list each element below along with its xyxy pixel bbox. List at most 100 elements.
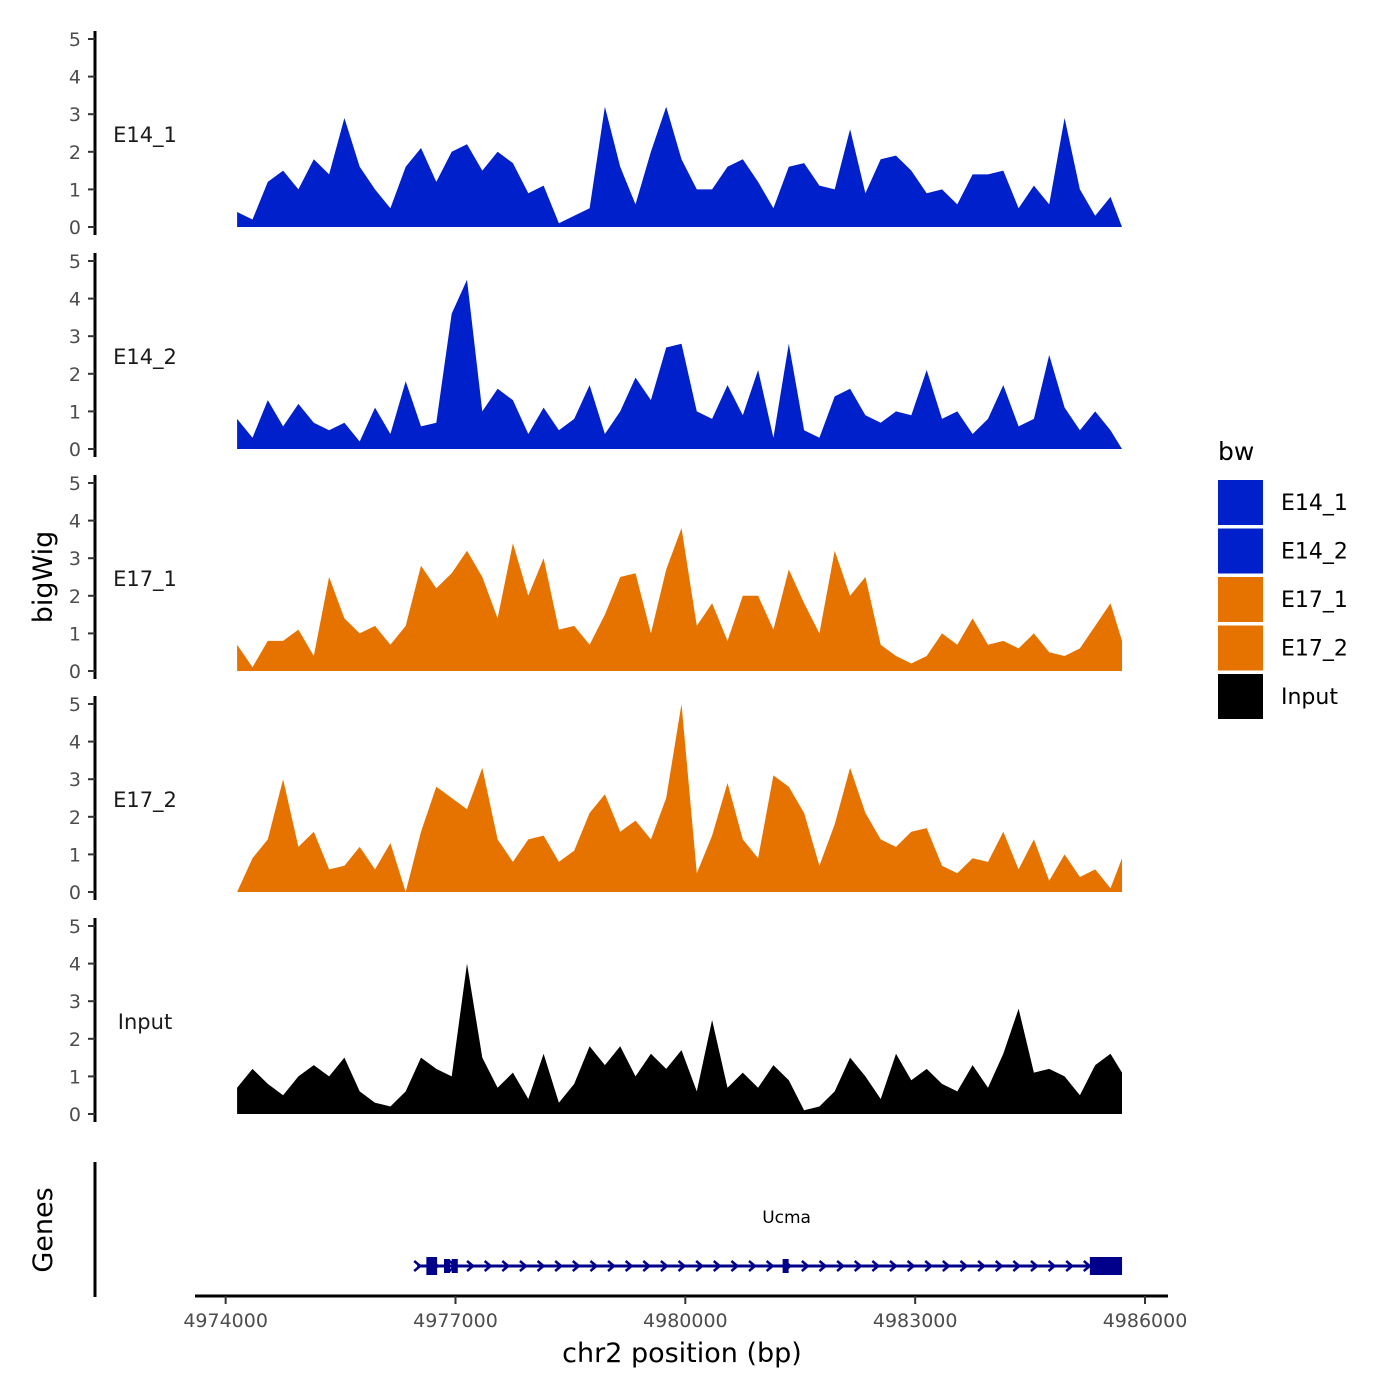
strand-arrow	[853, 1260, 863, 1272]
y-tick-label: 4	[69, 511, 81, 533]
y-tick-label: 0	[69, 661, 81, 683]
strand-arrow	[871, 1260, 881, 1272]
y-tick-label: 3	[69, 548, 81, 570]
y-tick-label: 0	[69, 217, 81, 239]
strand-arrow	[906, 1260, 916, 1272]
strand-arrow	[536, 1260, 546, 1272]
legend-key-Input	[1218, 674, 1263, 719]
strand-arrow	[836, 1260, 846, 1272]
coverage-area-E14_2	[237, 279, 1123, 449]
strand-arrow	[695, 1260, 705, 1272]
x-tick-label: 4980000	[643, 1310, 728, 1332]
strand-arrow	[571, 1260, 581, 1272]
legend-label-E14_1: E14_1	[1281, 491, 1348, 516]
strand-arrow	[818, 1260, 828, 1272]
strand-arrow	[1012, 1260, 1022, 1272]
legend-key-E17_2	[1218, 625, 1263, 671]
strand-arrow	[589, 1260, 599, 1272]
y-tick-label: 3	[69, 104, 81, 126]
strand-arrow	[660, 1260, 669, 1272]
strand-arrow	[1030, 1260, 1039, 1272]
y-tick-label: 4	[69, 732, 81, 754]
strand-arrow	[607, 1260, 616, 1272]
strand-arrow	[712, 1260, 722, 1272]
strand-arrow	[889, 1260, 898, 1272]
y-tick-label: 4	[69, 289, 81, 311]
y-tick-label: 2	[69, 1029, 81, 1051]
x-tick-label: 4986000	[1103, 1310, 1188, 1332]
y-tick-label: 1	[69, 623, 81, 645]
track-panel-E17_1: 0 1 2 3 4 5 E17_1	[69, 473, 1123, 683]
y-tick-label: 1	[69, 401, 81, 423]
strand-arrow	[501, 1260, 511, 1272]
y-tick-label: 2	[69, 364, 81, 386]
strand-arrow	[483, 1260, 493, 1272]
coverage-area-Input	[237, 963, 1123, 1114]
strand-arrow	[642, 1260, 652, 1272]
x-tick-label: 4983000	[873, 1310, 958, 1332]
strand-arrow	[730, 1260, 740, 1272]
coverage-area-E14_1	[237, 106, 1123, 227]
track-panel-E14_1: 0 1 2 3 4 5 E14_1	[69, 29, 1123, 239]
track-panel-Input: 0 1 2 3 4 5 Input	[69, 916, 1123, 1126]
panel-label-E14_2: E14_2	[113, 345, 177, 370]
y-tick-label: 3	[69, 769, 81, 791]
panel-label-E14_1: E14_1	[113, 123, 177, 148]
y-tick-label: 4	[69, 67, 81, 89]
genes-axis-title: Genes	[28, 1187, 59, 1272]
y-tick-label: 1	[69, 1066, 81, 1088]
y-axis-title: bigWig	[28, 531, 59, 624]
legend-label-E14_2: E14_2	[1281, 540, 1348, 565]
x-tick-label: 4974000	[183, 1310, 268, 1332]
gene-exon	[443, 1259, 450, 1273]
strand-arrow	[748, 1260, 757, 1272]
y-tick-label: 5	[69, 251, 81, 273]
y-tick-label: 4	[69, 954, 81, 976]
legend-key-E14_1	[1218, 480, 1263, 525]
track-panel-E17_2: 0 1 2 3 4 5 E17_2	[69, 694, 1123, 904]
strand-arrow	[942, 1260, 951, 1272]
x-axis-title: chr2 position (bp)	[562, 1338, 802, 1369]
panel-label-Input: Input	[118, 1010, 172, 1034]
legend-label-E17_1: E17_1	[1281, 588, 1348, 613]
strand-arrow	[1065, 1260, 1075, 1272]
legend-label-Input: Input	[1281, 685, 1338, 710]
gene-exon	[782, 1259, 789, 1273]
y-tick-label: 5	[69, 473, 81, 495]
strand-arrow	[959, 1260, 969, 1272]
track-panels: 0 1 2 3 4 5 E14_1 0 1 2 3 4 5 E14_2 0 1 2 3 4 5 E17_1 0 1 2 3 4 5 E…	[69, 29, 1123, 1126]
gene-exon	[1089, 1257, 1123, 1275]
legend-key-E14_2	[1218, 528, 1263, 574]
gene-name-label: Ucma	[762, 1208, 811, 1228]
strand-arrow	[924, 1260, 934, 1272]
strand-arrow	[519, 1260, 528, 1272]
y-tick-label: 0	[69, 1104, 81, 1126]
y-tick-label: 0	[69, 882, 81, 904]
strand-arrow	[1082, 1260, 1092, 1272]
strand-arrow	[466, 1260, 475, 1272]
strand-arrow	[624, 1260, 634, 1272]
gene-track: Ucma	[93, 1162, 1123, 1297]
strand-arrow	[994, 1260, 1004, 1272]
panel-label-E17_1: E17_1	[113, 567, 177, 592]
y-tick-label: 1	[69, 844, 81, 866]
coverage-area-E17_1	[237, 528, 1123, 671]
panel-label-E17_2: E17_2	[113, 788, 177, 813]
strand-arrow	[801, 1260, 810, 1272]
legend-label-E17_2: E17_2	[1281, 637, 1348, 662]
y-tick-label: 2	[69, 586, 81, 608]
y-tick-label: 1	[69, 179, 81, 201]
strand-arrow	[977, 1260, 987, 1272]
y-tick-label: 5	[69, 694, 81, 716]
y-tick-label: 3	[69, 326, 81, 348]
legend-key-E17_1	[1218, 577, 1263, 622]
strand-arrow	[554, 1260, 564, 1272]
strand-arrow	[765, 1260, 775, 1272]
track-panel-E14_2: 0 1 2 3 4 5 E14_2	[69, 251, 1123, 461]
legend: bw E14_1 E14_2 E17_1 E17_2 Input	[1218, 437, 1348, 719]
coverage-area-E17_2	[237, 704, 1123, 892]
gene-exon	[426, 1257, 438, 1275]
strand-arrow	[677, 1260, 687, 1272]
x-axis: 4974000 4977000 4980000 4983000 4986000	[183, 1294, 1188, 1332]
